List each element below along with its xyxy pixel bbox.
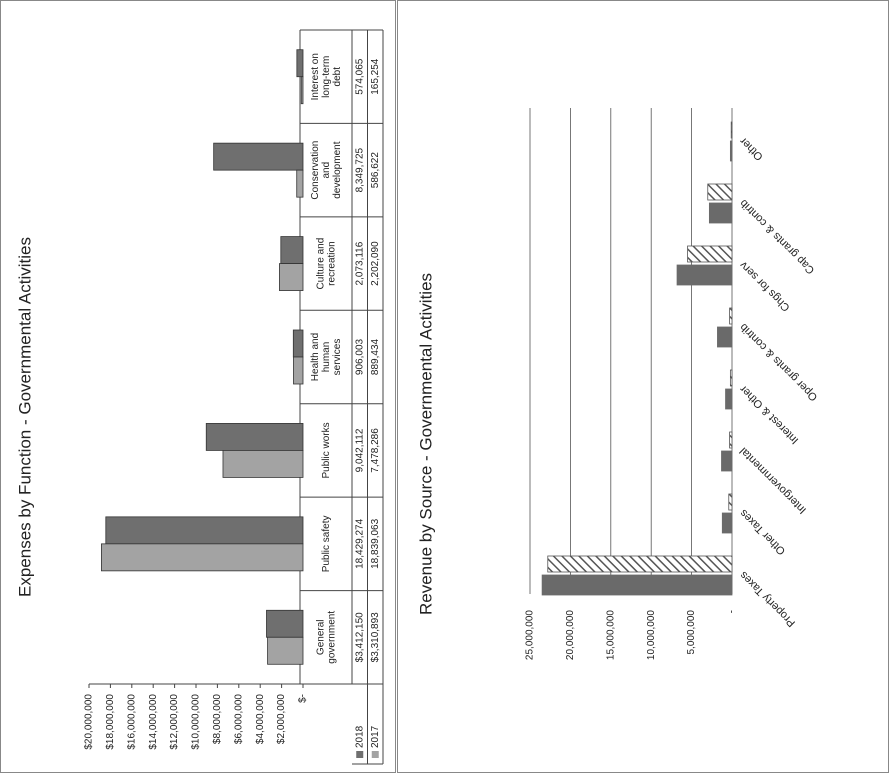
bar — [730, 121, 733, 139]
bar — [222, 450, 304, 478]
y-tick-label: $2,000,000 — [276, 694, 287, 744]
table-value: 8,349,725 — [354, 147, 365, 192]
bar — [721, 450, 733, 472]
y-tick-label: 5,000,000 — [686, 610, 697, 655]
table-value: $3,412,150 — [354, 612, 365, 662]
bar — [101, 543, 304, 572]
y-tick-label: 10,000,000 — [646, 610, 657, 660]
y-tick-label: $12,000,000 — [169, 694, 180, 750]
table-value: 889,434 — [370, 338, 381, 375]
category-label: Culture andrecreation — [315, 238, 337, 290]
bar — [676, 264, 733, 286]
category-label: Generalgovernment — [315, 611, 337, 664]
table-value: 18,429,274 — [354, 518, 365, 568]
left-panel — [0, 0, 396, 773]
y-tick-label: $- — [298, 694, 309, 703]
category-label: Public safety — [321, 516, 332, 573]
y-tick-label: $6,000,000 — [233, 694, 244, 744]
category-label: Health andhumanservices — [310, 333, 343, 381]
bar — [708, 202, 733, 224]
bar — [296, 169, 304, 198]
table-value: 9,042,112 — [354, 428, 365, 472]
table-value: 906,003 — [354, 338, 365, 375]
bar — [292, 329, 304, 358]
bar — [300, 76, 304, 105]
table-value: 574,065 — [354, 58, 365, 95]
table-value: 2,202,090 — [370, 241, 381, 286]
chart-title: Revenue by Source - Governmental Activit… — [416, 273, 435, 615]
legend-swatch — [371, 751, 379, 758]
category-label: Interest onlong-termdebt — [310, 53, 343, 100]
legend-label: 2018 — [354, 725, 365, 748]
right-panel — [397, 0, 889, 773]
bar — [729, 140, 733, 162]
y-tick-label: 15,000,000 — [605, 610, 616, 660]
bar — [280, 236, 304, 264]
bar — [707, 183, 733, 201]
y-tick-label: $20,000,000 — [84, 694, 95, 750]
bar — [725, 388, 733, 410]
bar — [729, 369, 733, 387]
bar — [541, 574, 733, 596]
y-tick-label: $4,000,000 — [255, 694, 266, 744]
bar — [728, 493, 733, 511]
table-value: 165,254 — [370, 58, 381, 95]
legend-label: 2017 — [370, 725, 381, 748]
bar — [105, 516, 304, 545]
bar — [687, 245, 733, 263]
y-tick-label: $8,000,000 — [212, 694, 223, 744]
y-tick-label: - — [727, 610, 738, 613]
table-value: 2,073,116 — [354, 241, 365, 285]
y-tick-label: $16,000,000 — [126, 694, 137, 750]
bar — [279, 263, 304, 291]
bar — [266, 609, 304, 638]
y-tick-label: $10,000,000 — [191, 694, 202, 750]
category-label: Conservationanddevelopment — [310, 141, 343, 200]
bar — [205, 423, 304, 451]
expenses-chart: Expenses by Function - Governmental Acti… — [15, 29, 384, 765]
chart-title: Expenses by Function - Governmental Acti… — [15, 237, 34, 597]
bar — [721, 512, 733, 534]
bar — [547, 555, 733, 573]
bar — [729, 431, 733, 449]
y-tick-label: 25,000,000 — [525, 610, 536, 660]
bar — [293, 356, 304, 385]
y-tick-label: $18,000,000 — [105, 694, 116, 750]
bar — [296, 49, 304, 78]
y-tick-label: 20,000,000 — [565, 610, 576, 660]
bar — [267, 636, 304, 665]
bar — [729, 307, 733, 325]
category-label: Public works — [321, 422, 332, 478]
table-value: 18,839,063 — [370, 518, 381, 568]
table-value: 7,478,286 — [370, 428, 381, 473]
legend-swatch — [356, 751, 364, 758]
bar — [213, 142, 304, 171]
y-tick-label: $14,000,000 — [148, 694, 159, 750]
table-value: $3,310,893 — [370, 612, 381, 662]
table-value: 586,622 — [370, 152, 381, 189]
bar — [717, 326, 733, 348]
